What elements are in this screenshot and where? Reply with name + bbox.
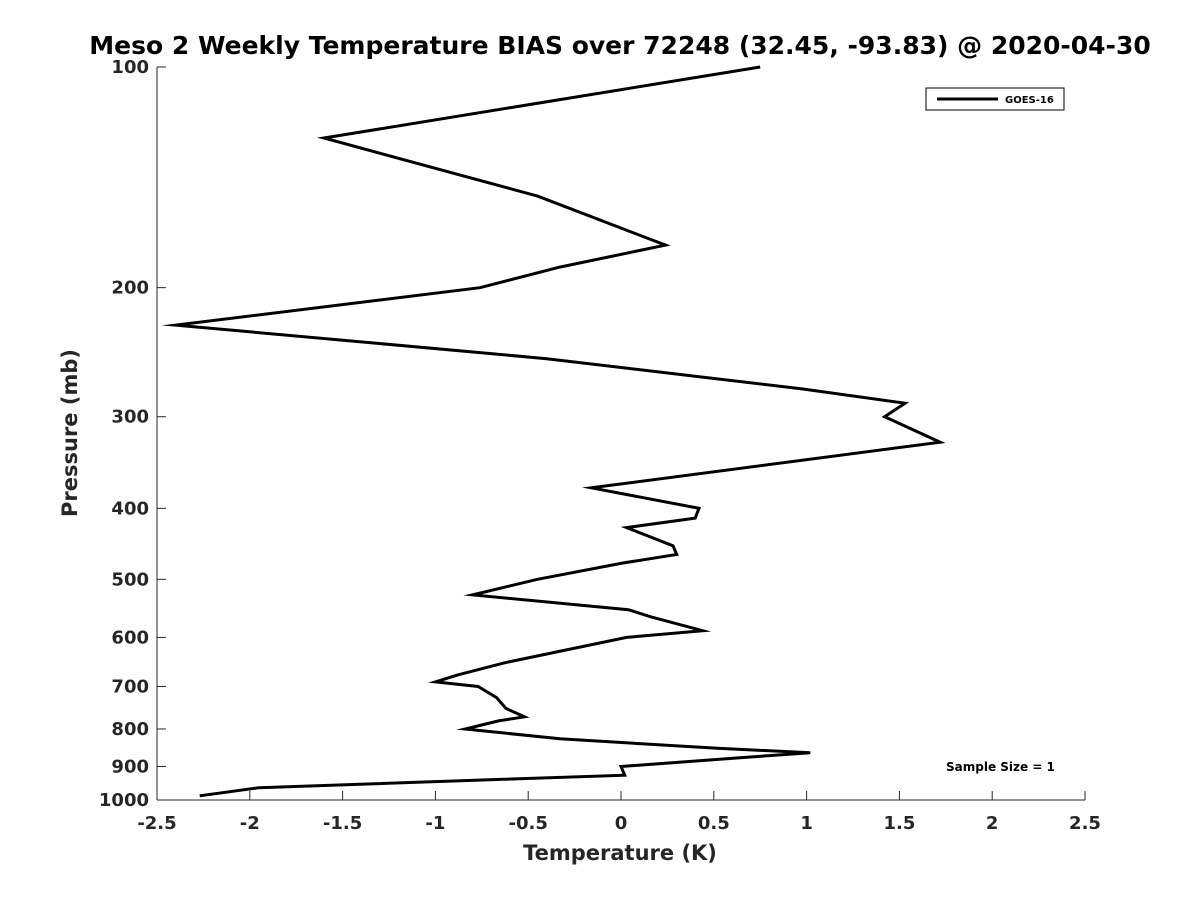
y-tick-label: 500 — [111, 569, 149, 590]
legend: GOES-16 — [925, 87, 1065, 111]
x-tick-label: 0.5 — [698, 813, 730, 834]
legend-label-goes-16: GOES-16 — [1005, 95, 1054, 106]
y-tick-label: 800 — [111, 719, 149, 740]
axes: -2.5 -2 -1.5 -1 -0.5 0 0.5 1 1.5 2 2.5 100 200 300 400… — [99, 57, 1101, 834]
y-tick-label: 100 — [111, 57, 149, 78]
series-goes-16 — [161, 65, 946, 798]
x-tick-label: -0.5 — [509, 813, 548, 834]
y-tick-label: 200 — [111, 278, 149, 299]
x-tick-label: 2.5 — [1069, 813, 1101, 834]
sample-size-annotation: Sample Size = 1 — [946, 760, 1055, 774]
x-tick-label: -1 — [425, 813, 445, 834]
x-tick-label: -2.5 — [137, 813, 176, 834]
y-axis-label: Pressure (mb) — [58, 349, 82, 517]
y-tick-label: 600 — [111, 627, 149, 648]
y-tick-label: 400 — [111, 498, 149, 519]
y-tick-label: 700 — [111, 676, 149, 697]
x-tick-label: 1.5 — [883, 813, 915, 834]
x-tick-label: 0 — [615, 813, 628, 834]
x-tick-label: -1.5 — [323, 813, 362, 834]
x-tick-label: 1 — [800, 813, 813, 834]
y-tick-label: 1000 — [99, 790, 149, 811]
x-tick-label: -2 — [240, 813, 260, 834]
x-tick-label: 2 — [986, 813, 999, 834]
x-axis-label: Temperature (K) — [523, 841, 717, 865]
y-tick-label: 900 — [111, 756, 149, 777]
chart-title: Meso 2 Weekly Temperature BIAS over 7224… — [89, 31, 1150, 60]
series-line-goes-16 — [161, 65, 946, 798]
y-tick-label: 300 — [111, 407, 149, 428]
